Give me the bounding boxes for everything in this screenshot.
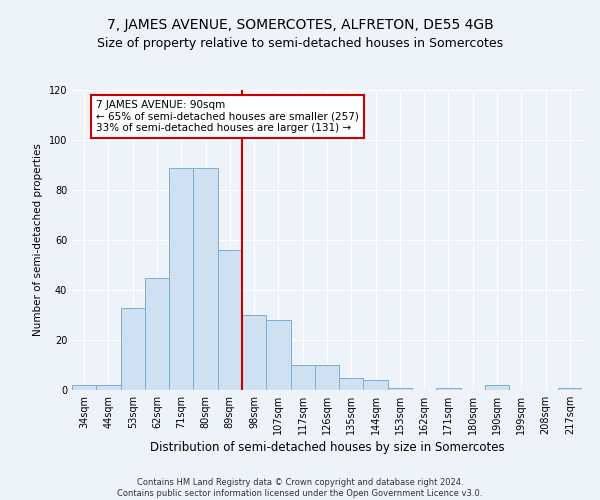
- Bar: [315, 365, 339, 390]
- Bar: [121, 308, 145, 390]
- X-axis label: Distribution of semi-detached houses by size in Somercotes: Distribution of semi-detached houses by …: [149, 441, 505, 454]
- Bar: [436, 388, 461, 390]
- Bar: [169, 168, 193, 390]
- Bar: [145, 278, 169, 390]
- Bar: [72, 385, 96, 390]
- Bar: [485, 385, 509, 390]
- Text: 7, JAMES AVENUE, SOMERCOTES, ALFRETON, DE55 4GB: 7, JAMES AVENUE, SOMERCOTES, ALFRETON, D…: [107, 18, 493, 32]
- Y-axis label: Number of semi-detached properties: Number of semi-detached properties: [33, 144, 43, 336]
- Text: 7 JAMES AVENUE: 90sqm
← 65% of semi-detached houses are smaller (257)
33% of sem: 7 JAMES AVENUE: 90sqm ← 65% of semi-deta…: [96, 100, 359, 133]
- Bar: [96, 385, 121, 390]
- Bar: [364, 380, 388, 390]
- Bar: [339, 378, 364, 390]
- Bar: [558, 388, 582, 390]
- Bar: [266, 320, 290, 390]
- Bar: [388, 388, 412, 390]
- Text: Contains HM Land Registry data © Crown copyright and database right 2024.
Contai: Contains HM Land Registry data © Crown c…: [118, 478, 482, 498]
- Bar: [193, 168, 218, 390]
- Text: Size of property relative to semi-detached houses in Somercotes: Size of property relative to semi-detach…: [97, 38, 503, 51]
- Bar: [290, 365, 315, 390]
- Bar: [218, 250, 242, 390]
- Bar: [242, 315, 266, 390]
